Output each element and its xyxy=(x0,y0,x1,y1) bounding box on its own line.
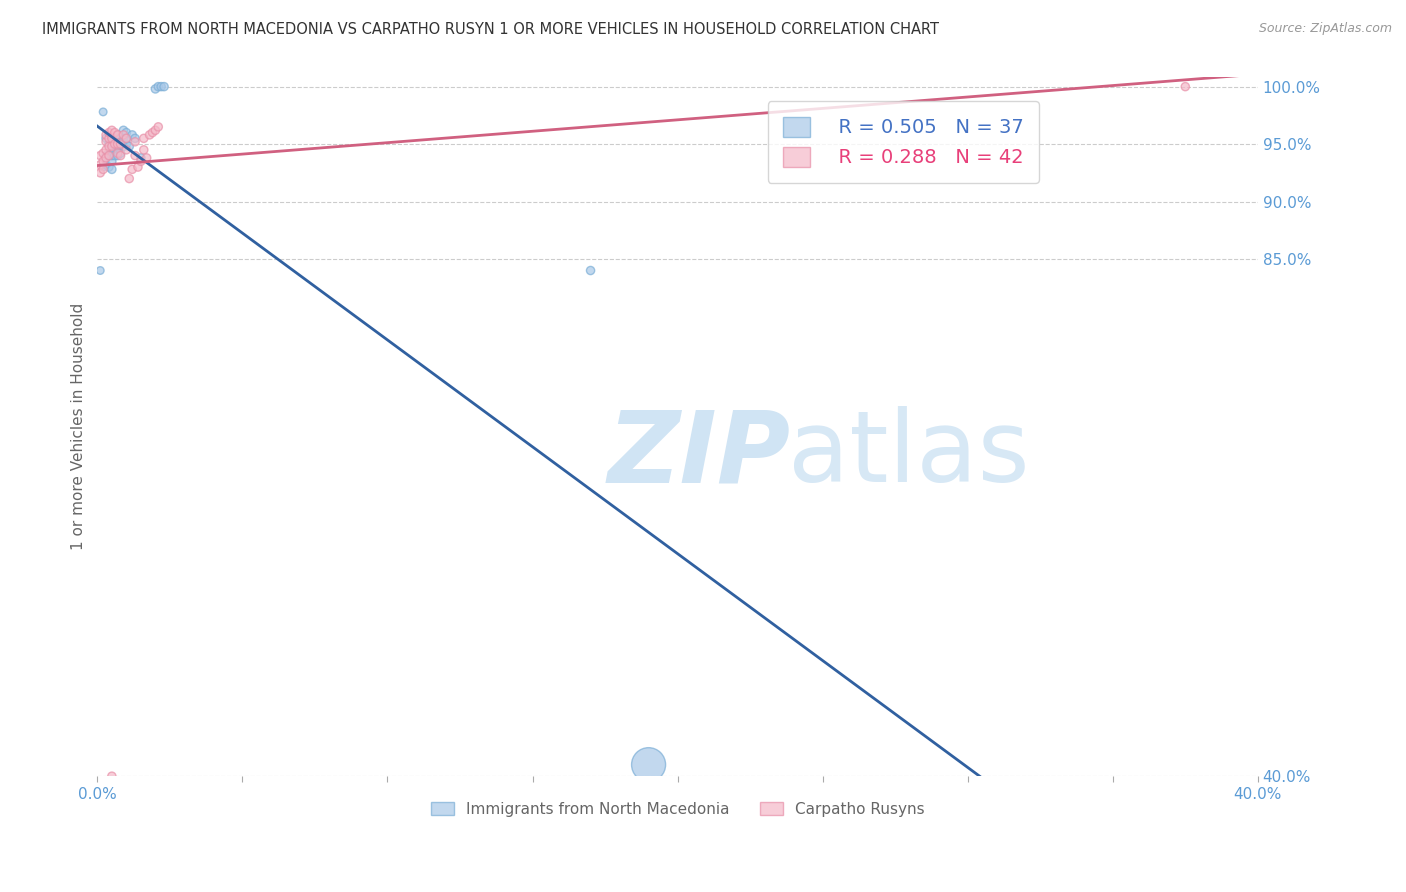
Point xyxy=(94,131,117,145)
Point xyxy=(129,154,152,169)
Point xyxy=(107,128,129,142)
Point xyxy=(97,126,120,140)
Point xyxy=(118,171,141,186)
Point xyxy=(101,137,124,152)
Point xyxy=(115,131,138,145)
Point xyxy=(124,135,146,149)
Point xyxy=(101,139,124,153)
Point xyxy=(115,137,138,152)
Point xyxy=(97,139,120,153)
Point xyxy=(94,151,117,165)
Point xyxy=(132,143,155,157)
Point xyxy=(121,162,143,177)
Point xyxy=(138,128,160,142)
Point xyxy=(107,139,129,153)
Point xyxy=(104,137,127,152)
Point xyxy=(91,104,114,119)
Point xyxy=(101,769,124,783)
Point xyxy=(110,135,132,149)
Point xyxy=(107,128,129,142)
Point xyxy=(101,148,124,162)
Point xyxy=(129,151,152,165)
Point xyxy=(94,148,117,162)
Point xyxy=(145,82,167,96)
Point xyxy=(89,263,111,277)
Point xyxy=(101,154,124,169)
Point xyxy=(91,154,114,169)
Point xyxy=(112,128,135,142)
Point xyxy=(110,146,132,161)
Point xyxy=(637,757,659,772)
Point xyxy=(115,131,138,145)
Point xyxy=(89,158,111,172)
Point xyxy=(121,128,143,142)
Point xyxy=(1174,79,1197,94)
Point xyxy=(150,79,173,94)
Point xyxy=(148,120,170,134)
Point xyxy=(101,123,124,137)
Point xyxy=(91,146,114,161)
Point xyxy=(127,160,149,174)
Point xyxy=(97,160,120,174)
Point xyxy=(94,128,117,142)
Point xyxy=(145,123,167,137)
Point xyxy=(112,131,135,145)
Text: Source: ZipAtlas.com: Source: ZipAtlas.com xyxy=(1258,22,1392,36)
Point xyxy=(104,148,127,162)
Point xyxy=(135,151,157,165)
Point xyxy=(112,123,135,137)
Point xyxy=(94,143,117,157)
Point xyxy=(91,162,114,177)
Point xyxy=(107,146,129,161)
Point xyxy=(104,139,127,153)
Point xyxy=(94,135,117,149)
Point xyxy=(104,126,127,140)
Point xyxy=(124,148,146,162)
Y-axis label: 1 or more Vehicles in Household: 1 or more Vehicles in Household xyxy=(72,303,86,550)
Point xyxy=(115,126,138,140)
Point xyxy=(97,131,120,145)
Point xyxy=(115,143,138,157)
Point xyxy=(89,166,111,180)
Point xyxy=(89,148,111,162)
Point xyxy=(94,158,117,172)
Point xyxy=(148,79,170,94)
Legend: Immigrants from North Macedonia, Carpatho Rusyns: Immigrants from North Macedonia, Carpath… xyxy=(423,794,932,824)
Point xyxy=(132,131,155,145)
Text: ZIP: ZIP xyxy=(607,406,792,503)
Point xyxy=(153,79,176,94)
Point xyxy=(107,148,129,162)
Point xyxy=(97,148,120,162)
Point xyxy=(91,160,114,174)
Point xyxy=(579,263,602,277)
Point xyxy=(101,131,124,145)
Point xyxy=(107,137,129,152)
Point xyxy=(104,131,127,145)
Text: IMMIGRANTS FROM NORTH MACEDONIA VS CARPATHO RUSYN 1 OR MORE VEHICLES IN HOUSEHOL: IMMIGRANTS FROM NORTH MACEDONIA VS CARPA… xyxy=(42,22,939,37)
Point xyxy=(110,148,132,162)
Text: atlas: atlas xyxy=(787,406,1029,503)
Point xyxy=(97,148,120,162)
Point xyxy=(118,139,141,153)
Point xyxy=(112,139,135,153)
Point xyxy=(141,126,163,140)
Point xyxy=(124,131,146,145)
Point xyxy=(110,137,132,152)
Point xyxy=(101,162,124,177)
Point xyxy=(97,137,120,152)
